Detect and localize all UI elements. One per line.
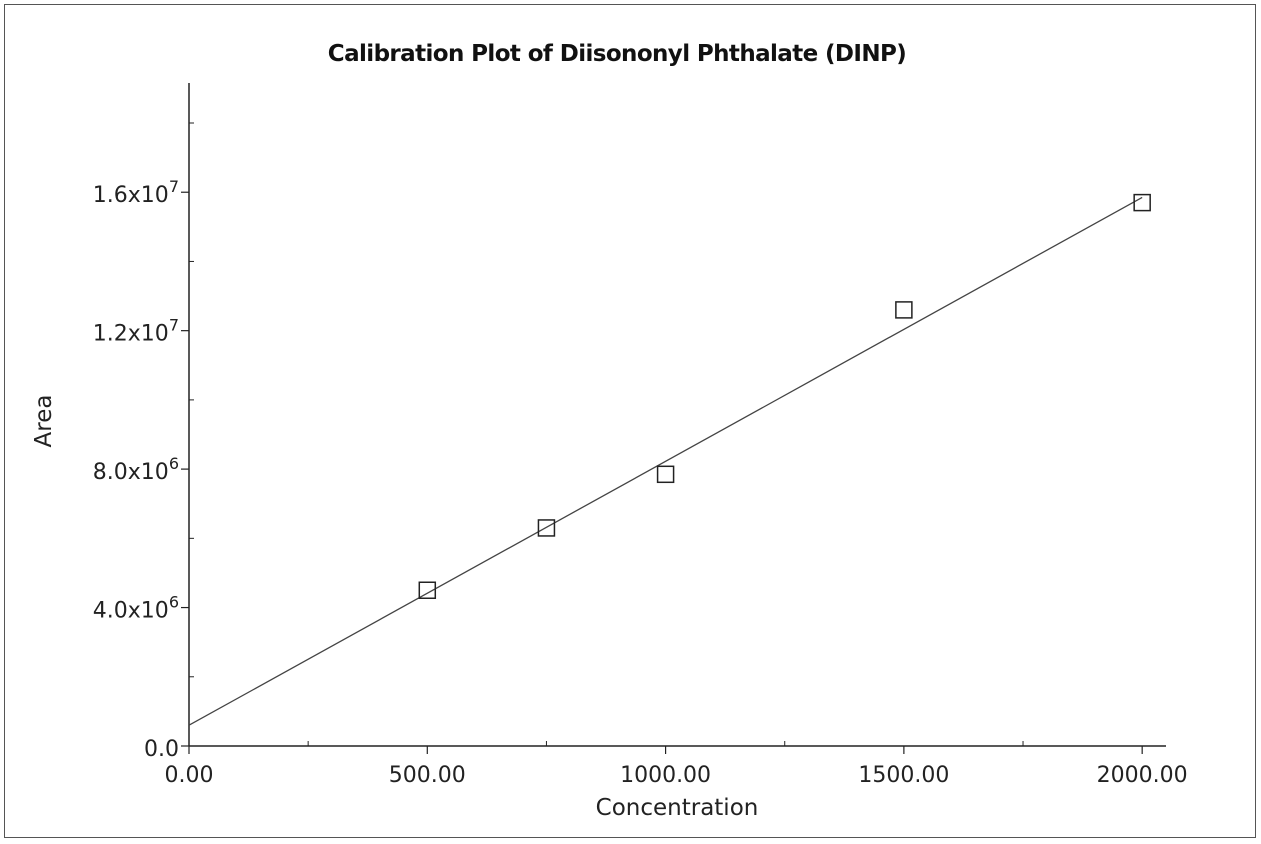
x-axis-ticks: 0.00 500.00 1000.00 1500.00 2000.00 (165, 741, 1188, 788)
data-point-marker (418, 581, 437, 599)
x-tick-label: 1000.00 (620, 763, 711, 788)
x-tick-label: 500.00 (389, 763, 466, 788)
data-point-marker (1133, 193, 1151, 212)
data-point-marker (656, 465, 675, 484)
axes (188, 83, 1166, 747)
y-tick-mantissa: 1.2x10 (93, 322, 169, 347)
y-tick-exponent: 6 (169, 454, 179, 473)
y-tick-label: 0.0 (144, 737, 179, 762)
chart-title: Calibration Plot of Diisononyl Phthalate… (328, 41, 906, 67)
calibration-chart: Calibration Plot of Diisononyl Phthalate… (31, 41, 1188, 821)
data-point-marker (895, 301, 913, 319)
x-tick-label: 2000.00 (1097, 763, 1188, 788)
x-tick-label: 0.00 (165, 763, 214, 788)
fit-line-group (188, 196, 1143, 726)
y-axis-label: Area (31, 395, 57, 448)
chart-frame: Calibration Plot of Diisononyl Phthalate… (4, 4, 1256, 838)
y-tick-mantissa: 4.0x10 (93, 599, 169, 624)
y-tick-label: 1.2x107 (93, 316, 179, 347)
x-axis-label: Concentration (596, 795, 759, 821)
y-tick-exponent: 6 (169, 593, 179, 612)
fit-line (188, 196, 1143, 726)
data-points (418, 193, 1151, 599)
data-point-marker (537, 519, 556, 537)
y-tick-label: 4.0x106 (93, 593, 179, 624)
y-tick-label: 1.6x107 (93, 177, 179, 208)
y-tick-exponent: 7 (169, 316, 179, 335)
y-tick-exponent: 7 (169, 177, 179, 196)
y-tick-mantissa: 1.6x10 (93, 183, 169, 208)
y-tick-mantissa: 8.0x10 (93, 460, 169, 485)
y-tick-label: 8.0x106 (93, 454, 179, 485)
x-tick-label: 1500.00 (858, 763, 949, 788)
y-tick-mantissa: 0.0 (144, 737, 179, 762)
